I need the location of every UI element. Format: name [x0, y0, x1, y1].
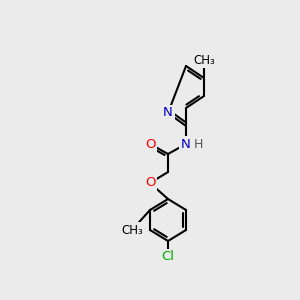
Text: CH₃: CH₃	[121, 224, 143, 236]
Text: Cl: Cl	[161, 250, 175, 263]
Text: H: H	[193, 137, 203, 151]
Text: O: O	[145, 176, 155, 190]
Text: CH₃: CH₃	[193, 53, 215, 67]
Text: O: O	[145, 137, 155, 151]
Text: N: N	[181, 137, 191, 151]
Text: N: N	[163, 106, 173, 119]
